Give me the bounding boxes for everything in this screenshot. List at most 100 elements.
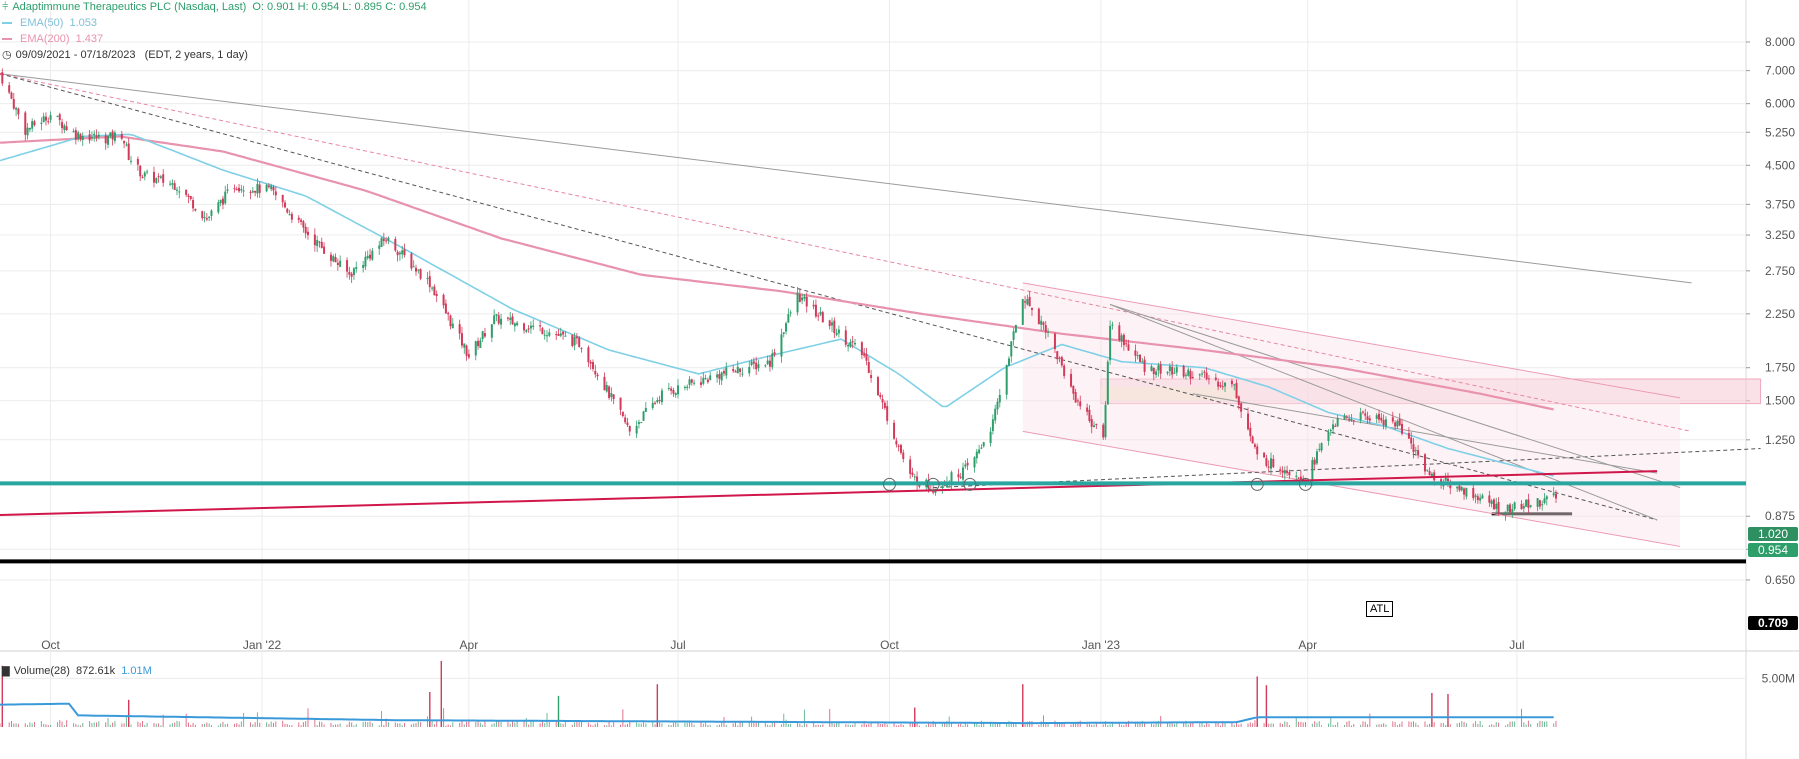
candle-body xyxy=(210,210,213,216)
volume-bar xyxy=(1539,720,1541,727)
candle-body xyxy=(394,238,397,251)
volume-bar xyxy=(1183,722,1185,727)
candle-body xyxy=(107,135,110,145)
candle-body xyxy=(1318,448,1321,450)
candle-body xyxy=(173,183,176,190)
candle-body xyxy=(1217,381,1220,387)
candle-body xyxy=(564,335,567,337)
volume-bar xyxy=(1302,722,1304,727)
volume-bar xyxy=(941,723,943,727)
volume-bar xyxy=(893,721,895,727)
volume-bar xyxy=(934,722,936,727)
volume-bar xyxy=(1364,721,1366,727)
volume-bar xyxy=(1070,724,1072,727)
candle-body xyxy=(918,485,921,487)
volume-bar xyxy=(413,723,415,727)
volume-bar xyxy=(767,724,769,727)
candle-body xyxy=(656,399,659,403)
candle-body xyxy=(672,390,675,394)
volume-bar xyxy=(401,725,403,727)
candle-body xyxy=(1380,417,1383,421)
candle-body xyxy=(693,382,696,384)
candle-body xyxy=(959,476,962,478)
volume-bar xyxy=(1006,722,1008,727)
candle-body xyxy=(74,130,77,140)
volume-bar xyxy=(420,722,422,727)
volume-bar xyxy=(1541,720,1543,727)
volume-bar xyxy=(121,723,123,727)
candle-body xyxy=(1173,372,1176,374)
price-axis-label: 1.250 xyxy=(1765,433,1795,447)
candle-body xyxy=(578,337,581,347)
time-axis-label: Oct xyxy=(41,638,60,652)
candle-body xyxy=(511,316,514,325)
volume-bar xyxy=(1137,722,1139,727)
volume-bar xyxy=(314,718,316,727)
volume-bar xyxy=(1208,724,1210,727)
candle-body xyxy=(973,457,976,468)
candle-body xyxy=(1143,359,1146,372)
volume-bar xyxy=(1321,725,1323,727)
volume-bar xyxy=(1134,722,1136,727)
candle-body xyxy=(40,122,43,124)
volume-bar xyxy=(1442,722,1444,727)
bottom-marker-circle xyxy=(882,477,896,491)
volume-bar xyxy=(1015,723,1017,727)
candle-body xyxy=(1527,499,1530,508)
candle-body xyxy=(1479,497,1482,501)
candle-body xyxy=(1233,384,1236,386)
candle-body xyxy=(642,411,645,421)
candle-body xyxy=(950,472,953,485)
volume-bar xyxy=(716,725,718,727)
volume-average: 1.01M xyxy=(121,665,152,677)
candle-body xyxy=(755,362,758,370)
volume-bar xyxy=(702,723,704,727)
candle-body xyxy=(1348,418,1351,421)
volume-bar xyxy=(1481,725,1483,727)
volume-bar xyxy=(27,724,29,727)
volume-bar xyxy=(123,723,125,727)
volume-bar xyxy=(870,722,872,727)
candle-body xyxy=(1118,325,1121,341)
candle-body xyxy=(1166,371,1169,374)
candle-body xyxy=(780,334,783,357)
candle-body xyxy=(88,134,91,141)
candle-body xyxy=(33,121,36,126)
candle-body xyxy=(1235,383,1238,399)
volume-bar xyxy=(29,722,31,727)
volume-bar xyxy=(1504,725,1506,727)
candle-body xyxy=(591,362,594,369)
candle-body xyxy=(902,452,905,459)
candle-body xyxy=(1529,505,1532,507)
candle-body xyxy=(1384,419,1387,427)
volume-bar xyxy=(1199,723,1201,727)
candle-body xyxy=(1136,355,1139,357)
volume-bar xyxy=(1268,723,1270,727)
candle-body xyxy=(911,472,914,476)
candle-body xyxy=(966,462,969,466)
candle-body xyxy=(624,417,627,423)
candle-body xyxy=(380,237,383,247)
volume-bar xyxy=(141,721,143,727)
time-axis-label: Jan '22 xyxy=(243,638,282,652)
ema200-legend[interactable]: EMA(200) 1.437 xyxy=(2,32,103,47)
volume-bar xyxy=(500,721,502,727)
volume-bar xyxy=(236,723,238,727)
volume-bar xyxy=(670,725,672,727)
date-range: 09/09/2021 - 07/18/2023 xyxy=(15,49,136,61)
candle-body xyxy=(785,323,788,332)
volume-bar xyxy=(13,723,15,727)
candle-body xyxy=(716,374,719,378)
volume-bar xyxy=(482,724,484,727)
volume-bar xyxy=(1279,722,1281,727)
ema50-legend[interactable]: EMA(50) 1.053 xyxy=(2,16,97,31)
volume-bar xyxy=(1449,724,1451,727)
volume-bar xyxy=(1346,721,1348,727)
volume-bar xyxy=(158,723,160,727)
volume-bar xyxy=(351,722,353,727)
volume-bar xyxy=(799,723,801,727)
volume-bar xyxy=(105,722,107,727)
candle-body xyxy=(1106,361,1109,405)
candle-body xyxy=(819,311,822,315)
